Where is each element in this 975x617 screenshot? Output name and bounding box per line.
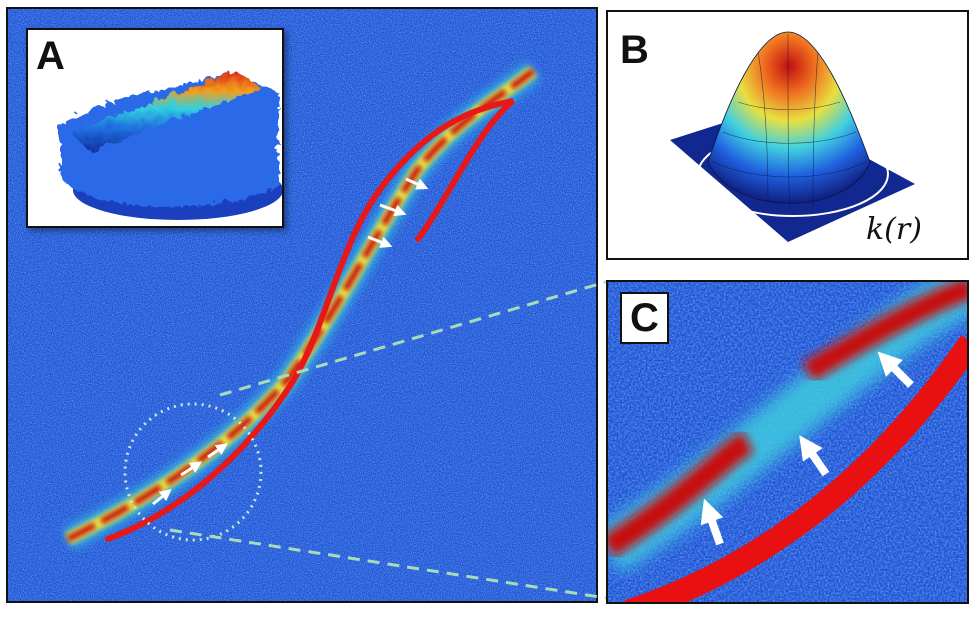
- panel-letter-c: C: [620, 292, 669, 344]
- disk-surface: [58, 70, 276, 204]
- panel-c: C: [606, 280, 969, 604]
- zoom-model-curve: [624, 335, 967, 602]
- white-arrow-icon: [152, 489, 172, 506]
- model-curve: [105, 98, 515, 542]
- ridge-surface: [68, 68, 258, 150]
- kernel-mesh: [712, 33, 867, 211]
- main-panel: A: [6, 7, 598, 603]
- kernel-plot: [670, 31, 915, 242]
- white-arrow-icon: [207, 443, 228, 459]
- white-arrow-icon: [799, 435, 830, 477]
- panel-b: B k(r): [606, 10, 969, 260]
- surface-plot-a: [58, 68, 282, 220]
- kernel-surface: [707, 31, 871, 204]
- white-arrow-icon: [180, 461, 203, 477]
- panel-letter-a: A: [36, 34, 65, 78]
- inset-a: A: [26, 28, 284, 228]
- white-arrow-icon: [700, 498, 724, 546]
- panel-letter-b: B: [620, 28, 649, 72]
- kernel-formula: k(r): [866, 212, 922, 247]
- white-arrow-icon: [405, 177, 429, 190]
- white-arrow-icon: [367, 235, 393, 248]
- white-arrow-icon: [877, 351, 914, 388]
- zoom-ridge-right: [802, 282, 967, 382]
- white-arrow-icon: [379, 203, 407, 217]
- zoom-ridge-left: [608, 431, 754, 558]
